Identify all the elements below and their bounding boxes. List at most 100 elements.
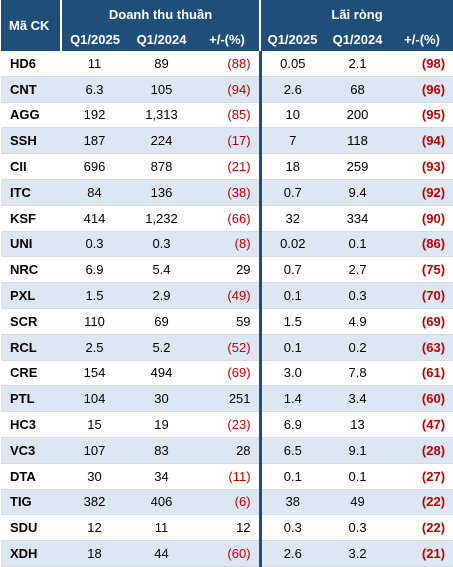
profit-change-cell: (21) xyxy=(391,540,453,567)
profit-q1-2024-cell: 0.3 xyxy=(324,282,392,309)
profit-q1-2025-cell: 0.1 xyxy=(260,282,325,309)
table-row: PXL 1.5 2.9 (49) 0.1 0.3 (70) xyxy=(1,282,453,309)
revenue-q1-2025-cell: 154 xyxy=(61,360,128,387)
profit-change-cell: (70) xyxy=(391,282,453,309)
revenue-change-cell: (38) xyxy=(195,179,262,206)
stock-code-cell: VC3 xyxy=(1,437,61,464)
revenue-q1-2025-cell: 1.5 xyxy=(61,282,128,309)
revenue-q1-2024-cell: 224 xyxy=(128,127,195,155)
profit-q1-2025-header: Q1/2025 xyxy=(260,28,325,51)
profit-q1-2024-cell: 7.8 xyxy=(324,360,392,387)
revenue-q1-2025-cell: 382 xyxy=(61,489,128,516)
table-row: HC3 15 19 (23) 6.9 13 (47) xyxy=(1,411,453,438)
revenue-q1-2024-cell: 105 xyxy=(128,76,195,103)
profit-change-cell: (92) xyxy=(391,179,453,206)
revenue-q1-2025-header: Q1/2025 xyxy=(61,28,128,51)
profit-q1-2024-cell: 3.2 xyxy=(324,540,392,567)
profit-q1-2025-cell: 7 xyxy=(260,127,325,155)
profit-change-cell: (93) xyxy=(391,153,453,180)
stock-code-header: Mã CK xyxy=(1,0,62,51)
revenue-change-cell: 59 xyxy=(195,308,262,335)
profit-q1-2024-cell: 334 xyxy=(324,205,392,232)
profit-change-cell: (96) xyxy=(391,76,453,103)
profit-q1-2025-cell: 2.6 xyxy=(260,76,325,103)
table-row: TIG 382 406 (6) 38 49 (22) xyxy=(1,489,453,516)
stock-code-cell: CRE xyxy=(1,360,61,387)
profit-change-cell: (69) xyxy=(391,308,453,335)
profit-q1-2024-cell: 13 xyxy=(324,411,392,438)
profit-q1-2024-cell: 0.1 xyxy=(324,463,392,490)
profit-change-cell: (75) xyxy=(391,256,453,284)
profit-q1-2025-cell: 38 xyxy=(260,489,325,516)
profit-q1-2025-cell: 0.1 xyxy=(260,334,325,361)
profit-q1-2024-cell: 200 xyxy=(324,102,392,129)
revenue-q1-2025-cell: 11 xyxy=(61,51,128,77)
revenue-q1-2024-cell: 406 xyxy=(128,489,195,516)
revenue-change-cell: 251 xyxy=(195,385,262,413)
profit-q1-2025-cell: 0.05 xyxy=(260,51,325,77)
revenue-q1-2024-cell: 878 xyxy=(128,153,195,180)
stock-code-cell: KSF xyxy=(1,205,61,232)
revenue-change-cell: (8) xyxy=(195,231,262,258)
profit-q1-2024-cell: 49 xyxy=(324,489,392,516)
revenue-change-cell: (6) xyxy=(195,489,262,516)
table-row: CNT 6.3 105 (94) 2.6 68 (96) xyxy=(1,76,453,103)
profit-q1-2025-cell: 0.3 xyxy=(260,514,325,542)
revenue-change-cell: (52) xyxy=(195,334,262,361)
profit-q1-2024-cell: 118 xyxy=(324,127,392,155)
profit-q1-2024-cell: 2.7 xyxy=(324,256,392,284)
stock-code-cell: PXL xyxy=(1,282,61,309)
revenue-q1-2024-cell: 19 xyxy=(128,411,195,438)
profit-q1-2024-cell: 0.3 xyxy=(324,514,392,542)
profit-change-cell: (47) xyxy=(391,411,453,438)
revenue-q1-2024-cell: 30 xyxy=(128,385,195,413)
profit-change-cell: (95) xyxy=(391,102,453,129)
profit-change-cell: (90) xyxy=(391,205,453,232)
stock-code-cell: AGG xyxy=(1,102,61,129)
table-body: HD6 11 89 (88) 0.05 2.1 (98) CNT 6.3 105 (94) 2.6 68… xyxy=(1,51,453,567)
table-row: RCL 2.5 5.2 (52) 0.1 0.2 (63) xyxy=(1,334,453,361)
revenue-q1-2025-cell: 0.3 xyxy=(61,231,128,258)
revenue-q1-2024-cell: 11 xyxy=(128,514,195,542)
revenue-change-cell: 28 xyxy=(195,437,262,464)
revenue-q1-2024-cell: 136 xyxy=(128,179,195,206)
revenue-q1-2025-cell: 104 xyxy=(61,385,128,413)
revenue-q1-2025-cell: 12 xyxy=(61,514,128,542)
table-row: KSF 414 1,232 (66) 32 334 (90) xyxy=(1,205,453,232)
stock-code-cell: DTA xyxy=(1,463,61,490)
revenue-q1-2025-cell: 187 xyxy=(61,127,128,155)
profit-q1-2025-cell: 18 xyxy=(260,153,325,180)
revenue-q1-2025-cell: 15 xyxy=(61,411,128,438)
revenue-q1-2024-cell: 494 xyxy=(128,360,195,387)
revenue-change-header: +/-(%) xyxy=(195,28,262,51)
profit-q1-2025-cell: 1.4 xyxy=(260,385,325,413)
revenue-q1-2024-cell: 0.3 xyxy=(128,231,195,258)
table-row: DTA 30 34 (11) 0.1 0.1 (27) xyxy=(1,463,453,490)
revenue-q1-2025-cell: 192 xyxy=(61,102,128,129)
profit-q1-2024-cell: 0.1 xyxy=(324,231,392,258)
profit-q1-2025-cell: 0.7 xyxy=(260,179,325,206)
profit-change-cell: (86) xyxy=(391,231,453,258)
table-row: SDU 12 11 12 0.3 0.3 (22) xyxy=(1,514,453,542)
profit-change-cell: (61) xyxy=(391,360,453,387)
revenue-q1-2025-cell: 2.5 xyxy=(61,334,128,361)
revenue-q1-2025-cell: 696 xyxy=(61,153,128,180)
stock-code-cell: HC3 xyxy=(1,411,61,438)
profit-q1-2025-cell: 0.02 xyxy=(260,231,325,258)
revenue-change-cell: (66) xyxy=(195,205,262,232)
revenue-change-cell: 29 xyxy=(195,256,262,284)
stock-code-cell: CNT xyxy=(1,76,61,103)
profit-q1-2024-cell: 0.2 xyxy=(324,334,392,361)
profit-q1-2025-cell: 0.1 xyxy=(260,463,325,490)
revenue-q1-2024-cell: 5.4 xyxy=(128,256,195,284)
stock-code-cell: UNI xyxy=(1,231,61,258)
revenue-q1-2025-cell: 414 xyxy=(61,205,128,232)
revenue-q1-2025-cell: 30 xyxy=(61,463,128,490)
revenue-change-cell: (60) xyxy=(195,540,262,567)
profit-change-cell: (22) xyxy=(391,514,453,542)
revenue-q1-2024-cell: 69 xyxy=(128,308,195,335)
revenue-change-cell: (88) xyxy=(195,51,262,77)
revenue-q1-2025-cell: 18 xyxy=(61,540,128,567)
revenue-change-cell: (21) xyxy=(195,153,262,180)
